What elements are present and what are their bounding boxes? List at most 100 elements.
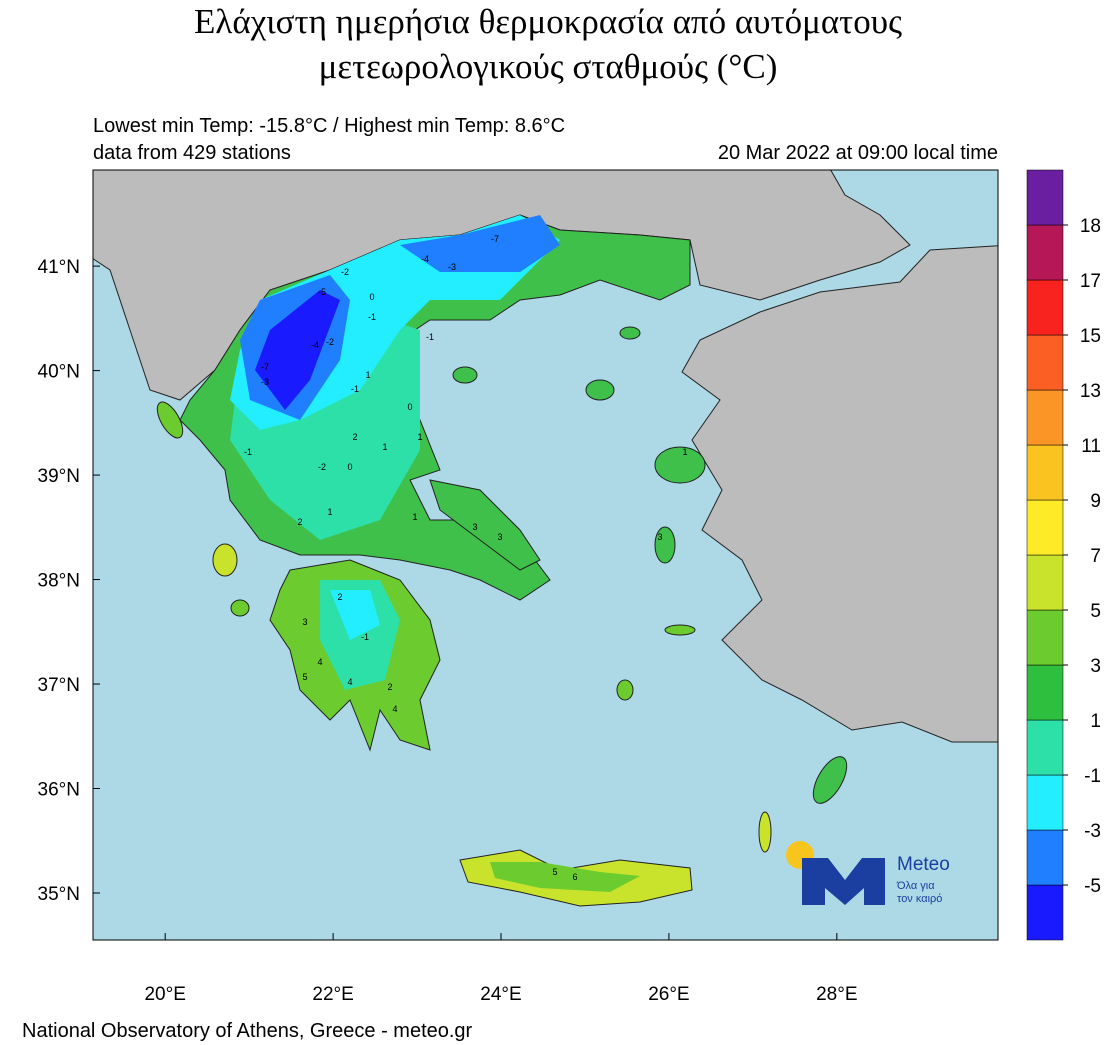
- colorbar-label: 15: [1080, 326, 1101, 347]
- footer: National Observatory of Athens, Greece -…: [22, 1020, 473, 1042]
- info-date: 20 Mar 2022 at 09:00 local time: [718, 142, 998, 164]
- station-label: 2: [352, 432, 357, 442]
- colorbar-label: 17: [1080, 271, 1101, 292]
- station-label: 0: [407, 402, 412, 412]
- colorbar-label: -1: [1084, 766, 1101, 787]
- x-tick-label: 28°E: [816, 984, 857, 1005]
- station-label: 2: [297, 517, 302, 527]
- x-tick-label: 24°E: [480, 984, 521, 1005]
- station-label: 3: [302, 617, 307, 627]
- station-label: 4: [317, 657, 322, 667]
- station-label: -4: [311, 340, 319, 350]
- y-tick-label: 37°N: [38, 675, 80, 696]
- map: -2 -4 -5 -3 -7 -1 -2 0 1 -3 -7 -4 -1 -1 2 -1 1 0 -2 1 3 2 2 4 3 5…: [93, 170, 998, 940]
- station-label: 5: [552, 867, 557, 877]
- station-label: -1: [426, 332, 434, 342]
- colorbar-label: 18: [1080, 216, 1101, 237]
- island: [585, 379, 615, 401]
- colorbar-box: [1026, 774, 1064, 831]
- colorbar-label: -3: [1084, 821, 1101, 842]
- title-line: μετεωρολογικούς σταθμούς (°C): [319, 47, 778, 86]
- colorbar-box: [1026, 664, 1064, 721]
- station-label: -2: [341, 267, 349, 277]
- station-label: -1: [361, 632, 369, 642]
- colorbar-box: [1026, 224, 1064, 281]
- x-tick-label: 22°E: [312, 984, 353, 1005]
- colorbar-label: 5: [1090, 601, 1101, 622]
- island: [619, 326, 641, 340]
- station-label: -1: [351, 384, 359, 394]
- island: [230, 599, 250, 617]
- logo-tagline: τον καιρό: [897, 893, 942, 905]
- station-labels: -2 -4 -5 -3 -7 -1 -2 0 1 -3 -7 -4 -1 -1 2 -1 1 0 -2 1 3 2 2 4 3 5…: [244, 234, 688, 882]
- island: [156, 401, 184, 439]
- colorbar-box: [1026, 444, 1064, 501]
- station-label: -1: [368, 312, 376, 322]
- island: [758, 811, 772, 853]
- station-label: 1: [417, 432, 422, 442]
- station-label: 0: [347, 462, 352, 472]
- island: [654, 446, 706, 484]
- zone: [330, 590, 380, 640]
- station-label: -3: [261, 377, 269, 387]
- colorbar-label: -5: [1084, 876, 1101, 897]
- logo-mark: [802, 858, 885, 905]
- zone: [255, 290, 340, 410]
- station-label: -4: [421, 254, 429, 264]
- info-line: data from 429 stations: [93, 142, 291, 164]
- station-label: 3: [472, 522, 477, 532]
- colorbar-box: [1026, 279, 1064, 336]
- colorbar-box: [1026, 554, 1064, 611]
- colorbar-box: [1026, 609, 1064, 666]
- station-label: 3: [657, 532, 662, 542]
- info-line: Lowest min Temp: -15.8°C / Highest min T…: [93, 115, 565, 137]
- island: [812, 756, 848, 804]
- island: [664, 624, 696, 636]
- y-tick-label: 41°N: [38, 257, 80, 278]
- logo: Meteo Όλα για τον καιρό: [786, 841, 950, 905]
- logo-name: Meteo: [897, 854, 950, 875]
- map-frame: [92, 169, 999, 941]
- turkey: [681, 245, 998, 743]
- island: [616, 679, 634, 701]
- station-label: 1: [412, 512, 417, 522]
- station-label: 0: [369, 292, 374, 302]
- station-label: 4: [347, 677, 352, 687]
- station-label: -2: [318, 462, 326, 472]
- colorbar-label: 13: [1080, 381, 1101, 402]
- station-label: 1: [382, 442, 387, 452]
- station-label: 1: [327, 507, 332, 517]
- island: [452, 366, 478, 384]
- station-label: -7: [261, 362, 269, 372]
- colorbar-box: [1026, 334, 1064, 391]
- y-tick-label: 39°N: [38, 466, 80, 487]
- zone: [490, 862, 640, 892]
- station-label: 3: [497, 532, 502, 542]
- station-label: -3: [448, 262, 456, 272]
- station-label: -5: [318, 287, 326, 297]
- y-tick-label: 35°N: [38, 884, 80, 905]
- station-label: -1: [244, 447, 252, 457]
- colorbar-label: 7: [1090, 546, 1101, 567]
- station-label: 4: [392, 704, 397, 714]
- y-tick-label: 38°N: [38, 571, 80, 592]
- colorbar-label: 3: [1090, 656, 1101, 677]
- colorbar-box: [1026, 884, 1064, 941]
- axes: 20°E 22°E 24°E 26°E 28°E 41°N 40°N 39°N 38°N 37°N…: [38, 257, 858, 1005]
- colorbar-box: [1026, 499, 1064, 556]
- colorbar-box: [1026, 829, 1064, 886]
- station-label: 2: [337, 592, 342, 602]
- station-label: 6: [572, 872, 577, 882]
- station-label: 1: [365, 370, 370, 380]
- station-label: -7: [491, 234, 499, 244]
- colorbar-label: 1: [1090, 711, 1101, 732]
- colorbar-box: [1026, 169, 1064, 226]
- x-tick-label: 20°E: [144, 984, 185, 1005]
- station-label: 1: [682, 447, 687, 457]
- euboea: [429, 479, 541, 571]
- y-tick-label: 36°N: [38, 780, 80, 801]
- zone: [400, 215, 560, 272]
- colorbar-box: [1026, 389, 1064, 446]
- title-line: Ελάχιστη ημερήσια θερμοκρασία από αυτόμα…: [194, 2, 902, 41]
